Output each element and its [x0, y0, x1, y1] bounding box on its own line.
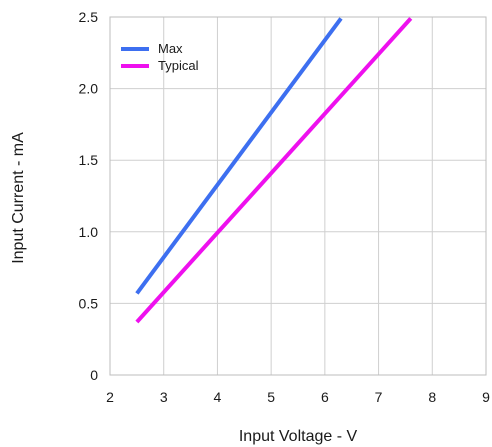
x-tick-label: 4 [214, 389, 222, 405]
y-tick-label: 1.5 [79, 152, 99, 168]
axes [109, 16, 487, 376]
y-tick-label: 0.5 [79, 295, 99, 311]
series-layer [135, 17, 413, 324]
x-tick-label: 2 [106, 389, 114, 405]
x-tick-label: 6 [321, 389, 329, 405]
y-tick-label: 2.5 [79, 9, 99, 25]
x-tick-label: 5 [267, 389, 275, 405]
legend-label-typical: Typical [158, 58, 199, 73]
x-tick-label: 3 [160, 389, 168, 405]
x-axis-label: Input Voltage - V [239, 428, 358, 445]
y-tick-label: 0 [90, 367, 98, 383]
y-axis-label: Input Current - mA [10, 132, 27, 264]
legend: Max Typical [121, 41, 199, 73]
series-line-max [135, 17, 343, 295]
x-tick-label: 8 [428, 389, 436, 405]
series-line-typical [135, 17, 413, 324]
x-tick-label: 9 [482, 389, 490, 405]
y-tick-label: 1.0 [79, 224, 99, 240]
legend-label-max: Max [158, 41, 183, 56]
x-tick-label: 7 [375, 389, 383, 405]
plot-frame [109, 16, 487, 376]
tick-labels: 2 3 4 5 6 7 8 9 0 0.5 1.0 1.5 2.0 2.5 [79, 9, 491, 405]
y-tick-label: 2.0 [79, 81, 99, 97]
